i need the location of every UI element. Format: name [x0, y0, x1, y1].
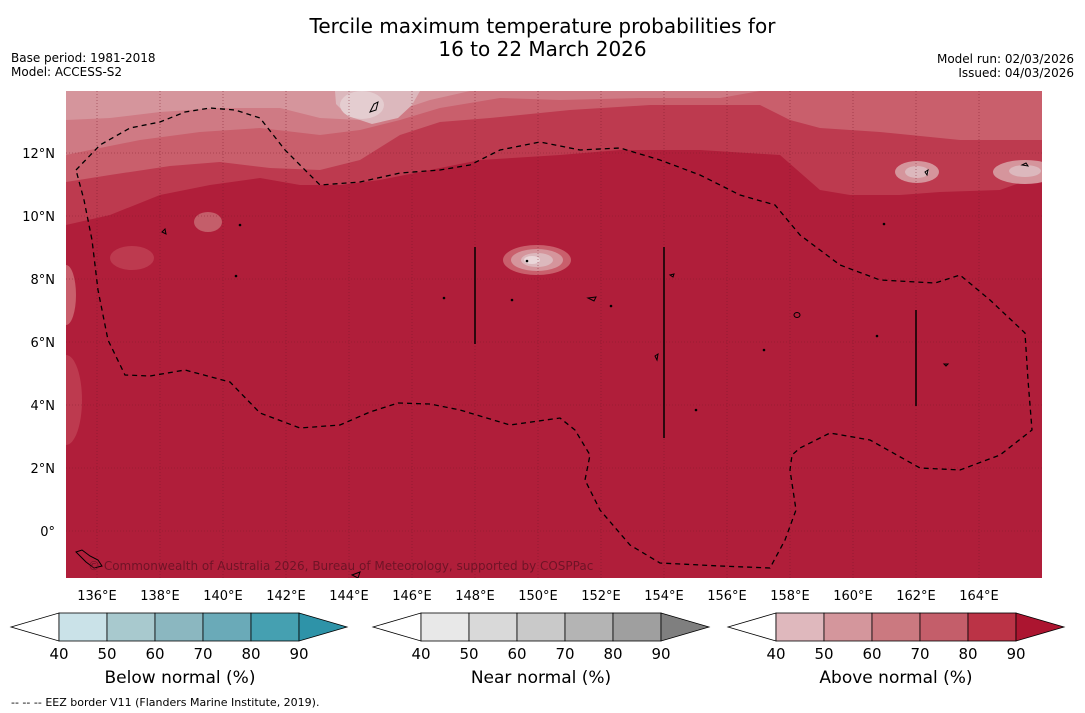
lat-label: 6°N [31, 336, 56, 351]
colorbar-label-above: Above normal (%) [819, 668, 973, 688]
below-colorbar-min-arrow [9, 612, 60, 642]
lon-label: 164°E [959, 589, 999, 604]
lon-label: 146°E [392, 589, 432, 604]
lon-label: 160°E [833, 589, 873, 604]
below-colorbar-segment [58, 612, 108, 642]
near-colorbar-tick: 40 [411, 645, 430, 663]
lon-label: 150°E [518, 589, 558, 604]
near-colorbar-tick: 80 [603, 645, 622, 663]
field-patch-west-mid [194, 212, 222, 232]
above-colorbar-segment [823, 612, 873, 642]
title-line-2: 16 to 22 March 2026 [438, 37, 647, 61]
field-patch-left-lower [66, 355, 82, 445]
colorbar-label-below: Below normal (%) [104, 668, 256, 688]
run-info: Model run: 02/03/2026 Issued: 04/03/2026 [937, 52, 1074, 80]
field-patch-east-islands [895, 160, 1042, 184]
map-title: Tercile maximum temperature probabilitie… [0, 15, 1085, 61]
lon-label: 140°E [203, 589, 243, 604]
latitude-labels: 12°N 10°N 8°N 6°N 4°N 2°N 0° [22, 147, 55, 540]
lat-label: 10°N [22, 210, 55, 225]
copyright-notice: © Commonwealth of Australia 2026, Bureau… [88, 559, 593, 573]
lon-label: 158°E [770, 589, 810, 604]
near-colorbar-tick: 70 [555, 645, 574, 663]
model-name: Model: ACCESS-S2 [11, 65, 123, 79]
title-line-1: Tercile maximum temperature probabilitie… [309, 14, 776, 38]
lon-label: 152°E [581, 589, 621, 604]
model-run: Model run: 02/03/2026 [936, 52, 1074, 66]
near-colorbar-segment [612, 612, 662, 642]
above-colorbar-min-arrow [726, 612, 777, 642]
below-colorbar-max-arrow [298, 612, 349, 642]
above-colorbar-segment [775, 612, 825, 642]
eez-legend-text: EEZ border V11 (Flanders Marine Institut… [45, 696, 320, 709]
eez-border [75, 107, 1033, 569]
lon-label: 136°E [77, 589, 117, 604]
islands [75, 101, 1030, 578]
colorbar-above-normal: 40 50 60 70 80 90 [726, 612, 1066, 663]
near-colorbar-segment [564, 612, 614, 642]
below-colorbar-tick: 90 [289, 645, 308, 663]
above-colorbar-tick: 40 [766, 645, 785, 663]
lon-label: 148°E [455, 589, 495, 604]
lon-label: 138°E [140, 589, 180, 604]
below-colorbar-segment [202, 612, 252, 642]
below-colorbar-tick: 50 [97, 645, 116, 663]
footer-note: -- -- -- EEZ border V11 (Flanders Marine… [11, 696, 319, 709]
near-colorbar-segment [420, 612, 470, 642]
field-patch-central-anomaly [503, 245, 571, 275]
near-colorbar-segment [468, 612, 518, 642]
below-colorbar-tick: 70 [193, 645, 212, 663]
above-colorbar-segment [919, 612, 969, 642]
lon-label: 144°E [329, 589, 369, 604]
above-colorbar-max-arrow [1015, 612, 1066, 642]
near-colorbar-min-arrow [371, 612, 422, 642]
lat-label: 2°N [31, 462, 56, 477]
below-colorbar-segment [250, 612, 300, 642]
above-colorbar-tick: 90 [1006, 645, 1025, 663]
below-colorbar-segment [154, 612, 204, 642]
near-colorbar-tick: 90 [651, 645, 670, 663]
below-colorbar-tick: 80 [241, 645, 260, 663]
field-patch-upper-left-light [340, 91, 384, 119]
model-info: Base period: 1981-2018 Model: ACCESS-S2 [11, 51, 156, 79]
longitude-labels: 136°E 138°E 140°E 142°E 144°E 146°E 148°… [77, 589, 999, 604]
below-colorbar-segment [106, 612, 156, 642]
near-colorbar-tick: 50 [459, 645, 478, 663]
above-colorbar-segment [967, 612, 1017, 642]
lat-label: 8°N [31, 273, 56, 288]
eez-legend-dashes: -- -- -- [11, 696, 42, 709]
above-colorbar-tick: 50 [814, 645, 833, 663]
lon-label: 142°E [266, 589, 306, 604]
lat-label: 4°N [31, 399, 56, 414]
above-colorbar-tick: 60 [862, 645, 881, 663]
graticule [66, 91, 1042, 578]
colorbar-label-near: Near normal (%) [470, 668, 612, 688]
near-colorbar-tick: 60 [507, 645, 526, 663]
above-colorbar-tick: 70 [910, 645, 929, 663]
above-colorbar-segment [871, 612, 921, 642]
below-colorbar-tick: 40 [49, 645, 68, 663]
lat-label: 12°N [22, 147, 55, 162]
field-patch-left-edge [66, 265, 76, 325]
base-period: Base period: 1981-2018 [11, 51, 156, 65]
lon-label: 156°E [707, 589, 747, 604]
lon-label: 162°E [896, 589, 936, 604]
probability-field: © Commonwealth of Australia 2026, Bureau… [66, 91, 1042, 578]
lon-label: 154°E [644, 589, 684, 604]
near-colorbar-segment [516, 612, 566, 642]
field-patch-western [110, 246, 154, 270]
above-colorbar-tick: 80 [958, 645, 977, 663]
colorbar-near-normal: 40 50 60 70 80 90 [371, 612, 711, 663]
colorbar-below-normal: 40 50 60 70 80 90 [9, 612, 349, 663]
issued-date: Issued: 04/03/2026 [958, 66, 1074, 80]
below-colorbar-tick: 60 [145, 645, 164, 663]
lat-label: 0° [40, 525, 55, 540]
near-colorbar-max-arrow [660, 612, 711, 642]
